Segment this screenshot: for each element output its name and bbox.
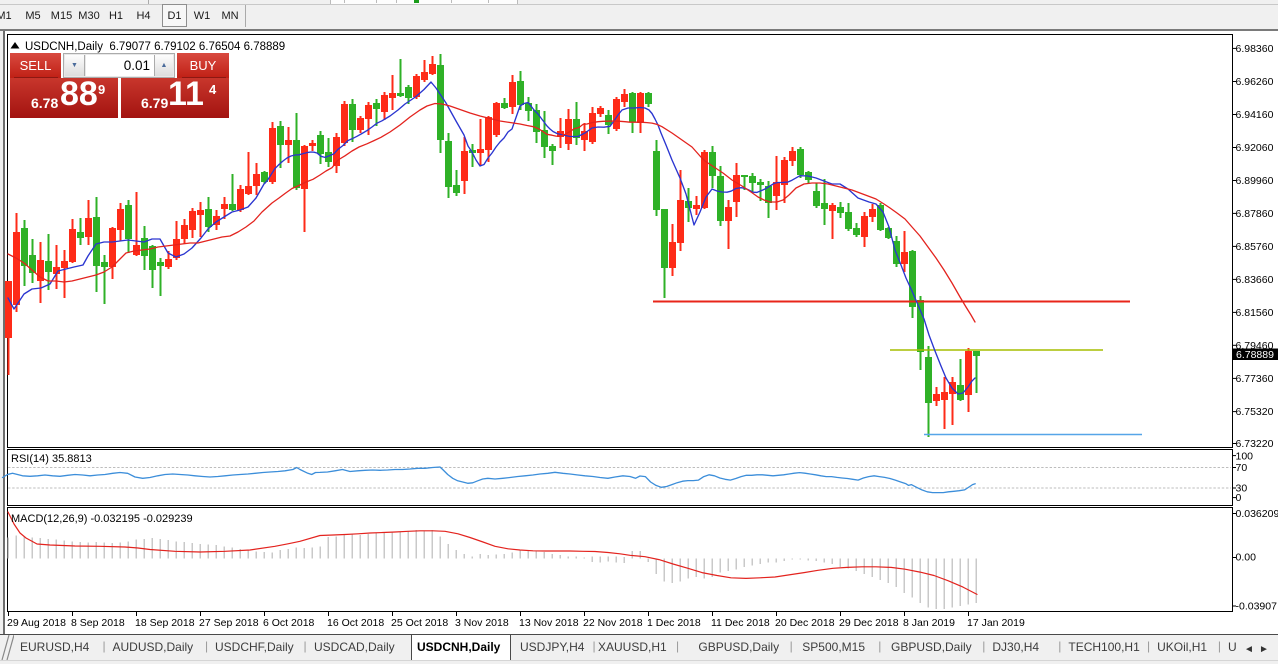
svg-text:20 Dec 2018: 20 Dec 2018 (775, 617, 835, 629)
svg-text:70: 70 (1236, 462, 1248, 474)
svg-text:6.75320: 6.75320 (1236, 406, 1274, 418)
svg-text:RSI(14) 35.8813: RSI(14) 35.8813 (11, 453, 92, 465)
svg-text:29 Aug 2018: 29 Aug 2018 (7, 617, 66, 629)
svg-text:29 Dec 2018: 29 Dec 2018 (839, 617, 899, 629)
svg-text:8 Sep 2018: 8 Sep 2018 (71, 617, 125, 629)
svg-text:0: 0 (1236, 492, 1242, 504)
svg-text:6 Oct 2018: 6 Oct 2018 (263, 617, 315, 629)
svg-text:MACD(12,26,9) -0.032195 -0.029: MACD(12,26,9) -0.032195 -0.029239 (11, 513, 193, 525)
svg-text:13 Nov 2018: 13 Nov 2018 (519, 617, 579, 629)
svg-text:6.94160: 6.94160 (1236, 109, 1274, 121)
svg-text:6.85760: 6.85760 (1236, 241, 1274, 253)
svg-text:6.89960: 6.89960 (1236, 175, 1274, 187)
svg-text:0.036209: 0.036209 (1236, 508, 1278, 520)
svg-text:100: 100 (1236, 451, 1254, 463)
svg-text:6.96260: 6.96260 (1236, 76, 1274, 88)
svg-text:0.00: 0.00 (1236, 552, 1257, 564)
svg-text:6.73220: 6.73220 (1236, 438, 1274, 450)
svg-text:8 Jan 2019: 8 Jan 2019 (903, 617, 955, 629)
svg-text:27 Sep 2018: 27 Sep 2018 (199, 617, 259, 629)
svg-text:6.98360: 6.98360 (1236, 43, 1274, 55)
svg-text:-0.03907: -0.03907 (1236, 601, 1278, 613)
svg-text:11 Dec 2018: 11 Dec 2018 (711, 617, 770, 629)
svg-text:6.92060: 6.92060 (1236, 142, 1274, 154)
svg-text:6.87860: 6.87860 (1236, 208, 1274, 220)
svg-text:6.83660: 6.83660 (1236, 274, 1274, 286)
svg-text:6.78889: 6.78889 (1236, 349, 1274, 361)
svg-text:30: 30 (1236, 483, 1248, 495)
svg-text:USDCNH,Daily 6.79077 6.79102: USDCNH,Daily 6.79077 6.79102 6.76504 6.7… (25, 41, 285, 53)
svg-text:6.77360: 6.77360 (1236, 373, 1274, 385)
svg-text:1 Dec 2018: 1 Dec 2018 (647, 617, 701, 629)
svg-text:22 Nov 2018: 22 Nov 2018 (583, 617, 643, 629)
svg-text:3 Nov 2018: 3 Nov 2018 (455, 617, 509, 629)
svg-text:6.81560: 6.81560 (1236, 307, 1274, 319)
svg-text:17 Jan 2019: 17 Jan 2019 (967, 617, 1025, 629)
svg-text:18 Sep 2018: 18 Sep 2018 (135, 617, 195, 629)
svg-text:25 Oct 2018: 25 Oct 2018 (391, 617, 448, 629)
svg-text:16 Oct 2018: 16 Oct 2018 (327, 617, 384, 629)
